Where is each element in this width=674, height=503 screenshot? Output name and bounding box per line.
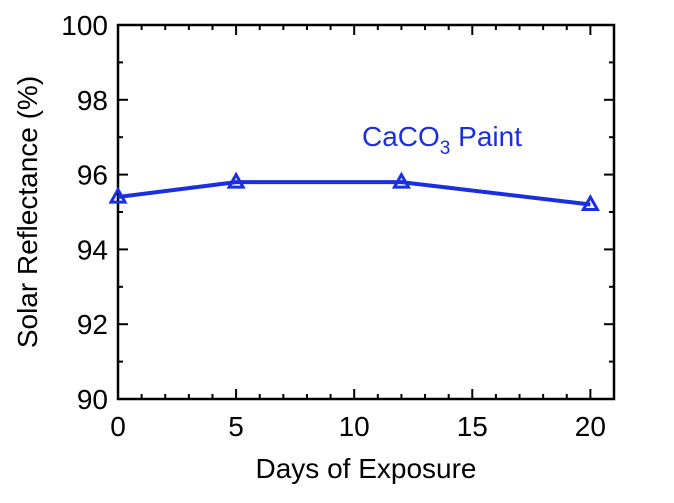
x-tick-label: 0 — [110, 411, 126, 442]
tick-labels: 0 5 10 15 20 90 92 94 96 98 100 — [61, 10, 606, 442]
data-point-marker — [226, 171, 246, 189]
series-label-suffix: Paint — [450, 121, 522, 152]
data-point-marker — [108, 186, 128, 204]
y-tick-label: 96 — [77, 160, 108, 191]
series-label-subscript: 3 — [440, 138, 451, 159]
y-tick-label: 90 — [77, 384, 108, 415]
x-tick-label: 10 — [339, 411, 370, 442]
x-tick-label: 15 — [457, 411, 488, 442]
x-tick-label: 20 — [575, 411, 606, 442]
y-tick-label: 98 — [77, 85, 108, 116]
plot-frame — [116, 23, 616, 401]
data-point-marker — [391, 171, 411, 189]
y-tick-label: 92 — [77, 309, 108, 340]
series-label: CaCO3 Paint — [362, 121, 522, 159]
x-tick-label: 5 — [228, 411, 244, 442]
y-tick-label: 94 — [77, 234, 108, 265]
x-axis-title: Days of Exposure — [256, 453, 477, 484]
series-label-main: CaCO — [362, 121, 440, 152]
y-tick-label: 100 — [61, 10, 108, 41]
series-layer — [108, 171, 600, 212]
series-line — [117, 180, 591, 207]
tick-marks — [117, 24, 615, 400]
y-axis-title: Solar Reflectance (%) — [12, 76, 43, 348]
data-point-marker — [580, 194, 600, 212]
